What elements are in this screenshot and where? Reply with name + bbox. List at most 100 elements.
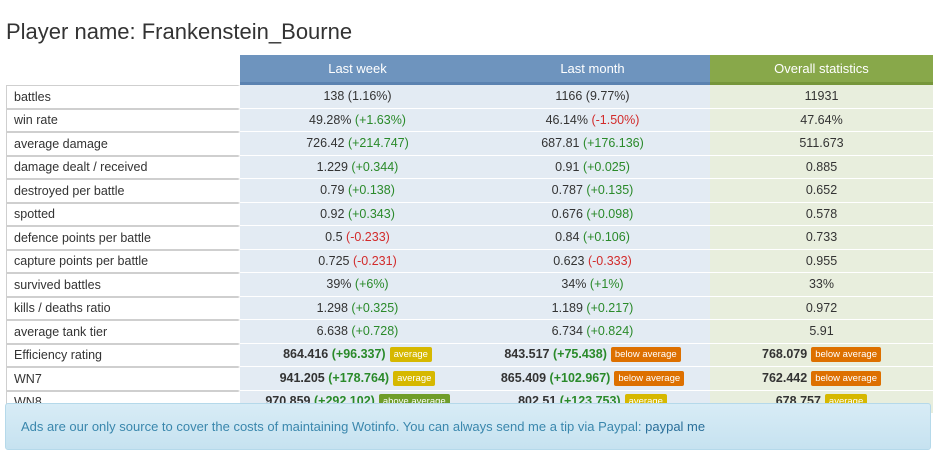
cell-last-week: 0.5 (-0.233) (240, 226, 475, 250)
table-row: capture points per battle 0.725 (-0.231) 0… (6, 249, 933, 273)
table-row: damage dealt / received 1.229 (+0.344) 0.9… (6, 155, 933, 179)
statistics-table: Last week Last month Overall statistics … (6, 55, 933, 414)
table-row: Efficiency rating 864.416 (+96.337) averag… (6, 343, 933, 367)
cell-value: 0.955 (805, 253, 838, 268)
cell-value: 1166 (555, 89, 583, 104)
cell-delta: (-1.50%) (591, 112, 640, 127)
table-row: WN7 941.205 (+178.764) average 865.409 (+10… (6, 367, 933, 391)
cell-value: 864.416 (283, 347, 329, 362)
row-label: Efficiency rating (6, 343, 240, 367)
cell-value: 138 (323, 89, 345, 104)
cell-value: 726.42 (306, 136, 345, 151)
row-label: spotted (6, 202, 240, 226)
cell-last-month: 0.623 (-0.333) (475, 249, 710, 273)
cell-value: 1.229 (316, 159, 348, 174)
cell-value: 6.734 (551, 324, 583, 339)
cell-value: 0.92 (320, 206, 345, 221)
cell-last-month: 687.81 (+176.136) (475, 132, 710, 156)
cell-last-month: 843.517 (+75.438) below average (475, 343, 710, 367)
cell-overall: 0.885 (710, 155, 933, 179)
cell-value: 49.28% (309, 112, 352, 127)
cell-value: 0.5 (325, 230, 343, 245)
cell-last-week: 941.205 (+178.764) average (240, 367, 475, 391)
header-last-month: Last month (475, 55, 710, 85)
header-last-week: Last week (240, 55, 475, 85)
cell-last-week: 138 (1.16%) (240, 85, 475, 109)
table-row: win rate 49.28% (+1.63%) 46.14% (-1.50%) 47… (6, 108, 933, 132)
cell-delta: (+0.217) (586, 300, 634, 315)
cell-overall: 0.652 (710, 179, 933, 203)
cell-value: 0.652 (805, 183, 838, 198)
cell-value: 0.725 (318, 253, 350, 268)
row-label: win rate (6, 108, 240, 132)
cell-delta: (+1%) (589, 277, 624, 292)
cell-value: 6.638 (316, 324, 348, 339)
cell-last-month: 1.189 (+0.217) (475, 296, 710, 320)
cell-delta: (9.77%) (585, 89, 630, 104)
cell-delta: (+0.824) (586, 324, 634, 339)
cell-delta: (+102.967) (549, 370, 611, 385)
cell-overall: 47.64% (710, 108, 933, 132)
cell-overall: 11931 (710, 85, 933, 109)
row-label: survived battles (6, 273, 240, 297)
cell-last-week: 49.28% (+1.63%) (240, 108, 475, 132)
cell-delta: (+214.747) (347, 136, 409, 151)
cell-value: 768.079 (762, 347, 808, 362)
page-title: Player name: Frankenstein_Bourne (6, 19, 353, 44)
header-overall-statistics: Overall statistics (710, 55, 933, 85)
cell-delta: (+0.344) (351, 159, 399, 174)
cell-last-month: 46.14% (-1.50%) (475, 108, 710, 132)
table-row: average damage 726.42 (+214.747) 687.81 (+… (6, 132, 933, 156)
cell-last-month: 0.91 (+0.025) (475, 155, 710, 179)
cell-delta: (+0.106) (582, 230, 630, 245)
cell-overall: 0.733 (710, 226, 933, 250)
cell-delta: (+176.136) (582, 136, 644, 151)
cell-delta: (+178.764) (328, 370, 390, 385)
paypal-link[interactable]: paypal me (645, 419, 706, 434)
header-empty-cell (6, 55, 240, 85)
cell-last-month: 34% (+1%) (475, 273, 710, 297)
cell-value: 0.84 (555, 230, 580, 245)
cell-delta: (-0.233) (346, 230, 390, 245)
table-row: destroyed per battle 0.79 (+0.138) 0.787 (… (6, 179, 933, 203)
cell-last-month: 6.734 (+0.824) (475, 320, 710, 344)
rating-badge: below average (811, 370, 881, 386)
cell-last-week: 0.79 (+0.138) (240, 179, 475, 203)
cell-value: 0.578 (805, 206, 838, 221)
cell-value: 0.676 (551, 206, 583, 221)
cell-delta: (+96.337) (331, 347, 386, 362)
cell-value: 0.972 (805, 300, 838, 315)
ads-text: Ads are our only source to cover the cos… (21, 419, 642, 434)
rating-badge: average (389, 347, 432, 363)
row-label: battles (6, 85, 240, 109)
rating-badge: average (393, 370, 436, 386)
statistics-table-body: battles 138 (1.16%) 1166 (9.77%) 11931 win r… (6, 85, 933, 414)
cell-delta: (+0.025) (582, 159, 630, 174)
row-label: capture points per battle (6, 249, 240, 273)
cell-last-month: 865.409 (+102.967) below average (475, 367, 710, 391)
cell-last-week: 0.92 (+0.343) (240, 202, 475, 226)
cell-value: 0.733 (805, 230, 838, 245)
cell-value: 0.787 (551, 183, 583, 198)
cell-delta: (1.16%) (347, 89, 392, 104)
cell-last-month: 0.787 (+0.135) (475, 179, 710, 203)
cell-overall: 0.972 (710, 296, 933, 320)
ads-banner: Ads are our only source to cover the cos… (5, 403, 931, 450)
cell-value: 0.91 (555, 159, 580, 174)
cell-delta: (+0.135) (586, 183, 634, 198)
cell-delta: (+0.098) (586, 206, 634, 221)
table-row: battles 138 (1.16%) 1166 (9.77%) 11931 (6, 85, 933, 109)
cell-delta: (+0.325) (351, 300, 399, 315)
cell-last-month: 0.84 (+0.106) (475, 226, 710, 250)
cell-value: 11931 (804, 89, 839, 104)
cell-overall: 0.578 (710, 202, 933, 226)
cell-last-month: 0.676 (+0.098) (475, 202, 710, 226)
cell-value: 0.885 (805, 159, 838, 174)
cell-delta: (+75.438) (553, 347, 607, 362)
row-label: average tank tier (6, 320, 240, 344)
cell-value: 39% (326, 277, 352, 292)
cell-value: 47.64% (800, 112, 843, 127)
rating-badge: below average (610, 347, 681, 363)
cell-delta: (-0.333) (587, 253, 632, 268)
cell-value: 762.442 (762, 370, 808, 385)
